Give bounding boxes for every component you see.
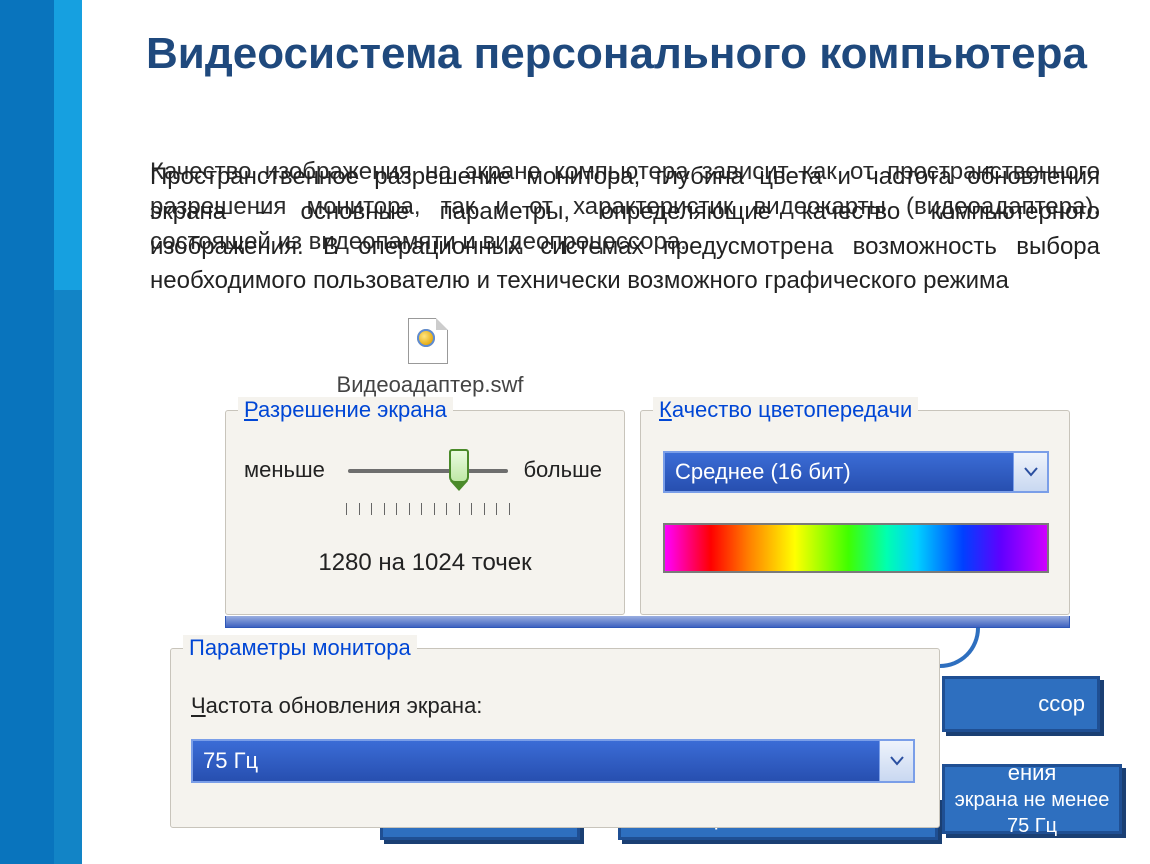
refresh-label-rest: астота обновления экрана: — [206, 693, 483, 718]
body-text-front: Пространственное разрешение монитора, гл… — [150, 160, 1100, 299]
bluebox-right-l1: ения — [1008, 760, 1057, 785]
refresh-rate-dropdown-button[interactable] — [879, 741, 913, 781]
color-spectrum-preview — [663, 523, 1049, 573]
resolution-slider-ticks — [346, 503, 510, 517]
color-depth-dropdown-button[interactable] — [1013, 453, 1047, 491]
groupbox-shadow — [225, 616, 1070, 628]
groupbox-monitor-params: Параметры монитора Частота обновления эк… — [170, 648, 940, 828]
color-label-rest: ачество цветопередачи — [672, 397, 912, 422]
color-label-accel: К — [659, 397, 672, 422]
resolution-min-label: меньше — [244, 457, 325, 483]
refresh-rate-label: Частота обновления экрана: — [191, 693, 482, 719]
slide-title: Видеосистема персонального компьютера — [146, 30, 1106, 78]
swf-icon-glyph — [417, 329, 435, 347]
sidebar-stripe-dark — [0, 0, 54, 864]
swf-file-caption: Видеоадаптер.swf — [320, 372, 540, 398]
refresh-rate-value: 75 Гц — [203, 748, 879, 774]
swf-file-icon[interactable] — [408, 318, 448, 364]
sidebar-stripe-light-bottom — [54, 290, 82, 864]
resolution-slider-track[interactable] — [348, 469, 508, 473]
resolution-max-label: больше — [523, 457, 602, 483]
refresh-label-accel: Ч — [191, 693, 206, 718]
resolution-value: 1280 на 1024 точек — [226, 549, 624, 577]
bluebox-right-l2: экрана не менее 75 Гц — [955, 789, 1110, 837]
groupbox-monitor-label: Параметры монитора — [183, 635, 417, 661]
resolution-slider-thumb[interactable] — [449, 449, 469, 483]
bluebox-processor: ссор — [942, 676, 1100, 732]
groupbox-resolution-label: Разрешение экрана — [238, 397, 453, 423]
chevron-down-icon — [890, 756, 904, 766]
groupbox-color-label: Качество цветопередачи — [653, 397, 918, 423]
color-depth-select[interactable]: Среднее (16 бит) — [663, 451, 1049, 493]
res-label-rest: азрешение экрана — [258, 397, 447, 422]
chevron-down-icon — [1024, 467, 1038, 477]
bluebox-processor-text: ссор — [1038, 691, 1085, 717]
color-depth-value: Среднее (16 бит) — [675, 459, 1013, 485]
groupbox-resolution: Разрешение экрана меньше больше 1280 на … — [225, 410, 625, 615]
res-label-accel: Р — [244, 397, 258, 422]
bluebox-refresh-info: ения экрана не менее 75 Гц — [942, 764, 1122, 834]
groupbox-color-quality: Качество цветопередачи Среднее (16 бит) — [640, 410, 1070, 615]
refresh-rate-select[interactable]: 75 Гц — [191, 739, 915, 783]
sidebar-stripe-light-top — [54, 0, 82, 290]
